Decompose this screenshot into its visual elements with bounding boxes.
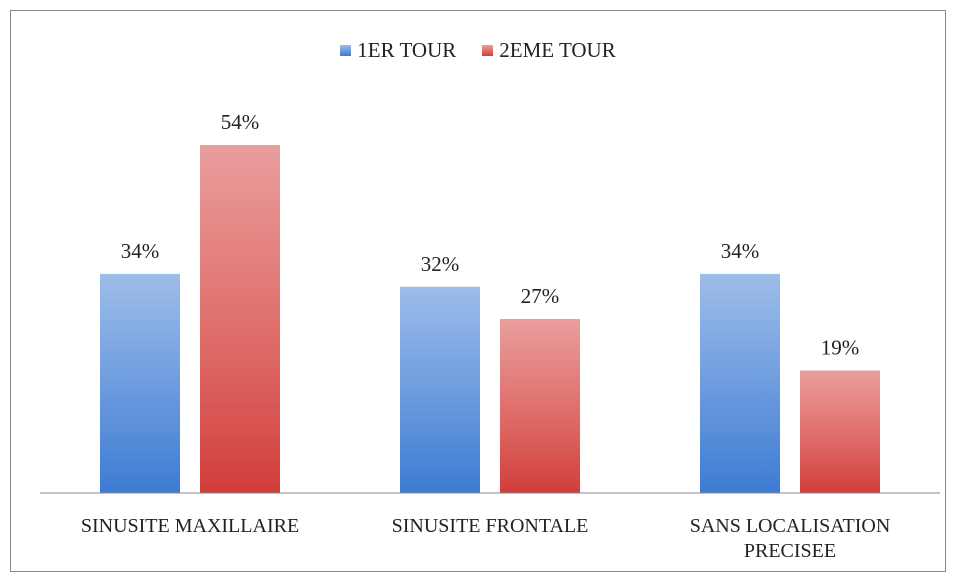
bar xyxy=(700,273,780,493)
data-label: 32% xyxy=(421,252,460,276)
bar xyxy=(100,273,180,493)
data-label: 34% xyxy=(721,239,760,263)
legend: 1ER TOUR 2EME TOUR xyxy=(10,38,946,63)
data-label: 27% xyxy=(521,284,560,308)
legend-label: 2EME TOUR xyxy=(499,38,616,62)
data-label: 54% xyxy=(221,110,260,134)
legend-item: 1ER TOUR xyxy=(340,38,456,63)
data-label: 19% xyxy=(821,336,860,360)
x-tick-label: SINUSITE FRONTALE xyxy=(391,515,589,537)
bar xyxy=(400,286,480,493)
legend-swatch xyxy=(482,45,494,56)
legend-swatch xyxy=(340,45,352,56)
x-tick-label: SANS LOCALISATION PRECISEE xyxy=(689,515,891,562)
x-tick-label: SINUSITE MAXILLAIRE xyxy=(80,515,300,537)
data-label: 34% xyxy=(121,239,160,263)
bar xyxy=(200,145,280,493)
legend-item: 2EME TOUR xyxy=(482,38,616,63)
bar xyxy=(800,370,880,493)
bar xyxy=(500,319,580,493)
legend-label: 1ER TOUR xyxy=(357,38,457,62)
